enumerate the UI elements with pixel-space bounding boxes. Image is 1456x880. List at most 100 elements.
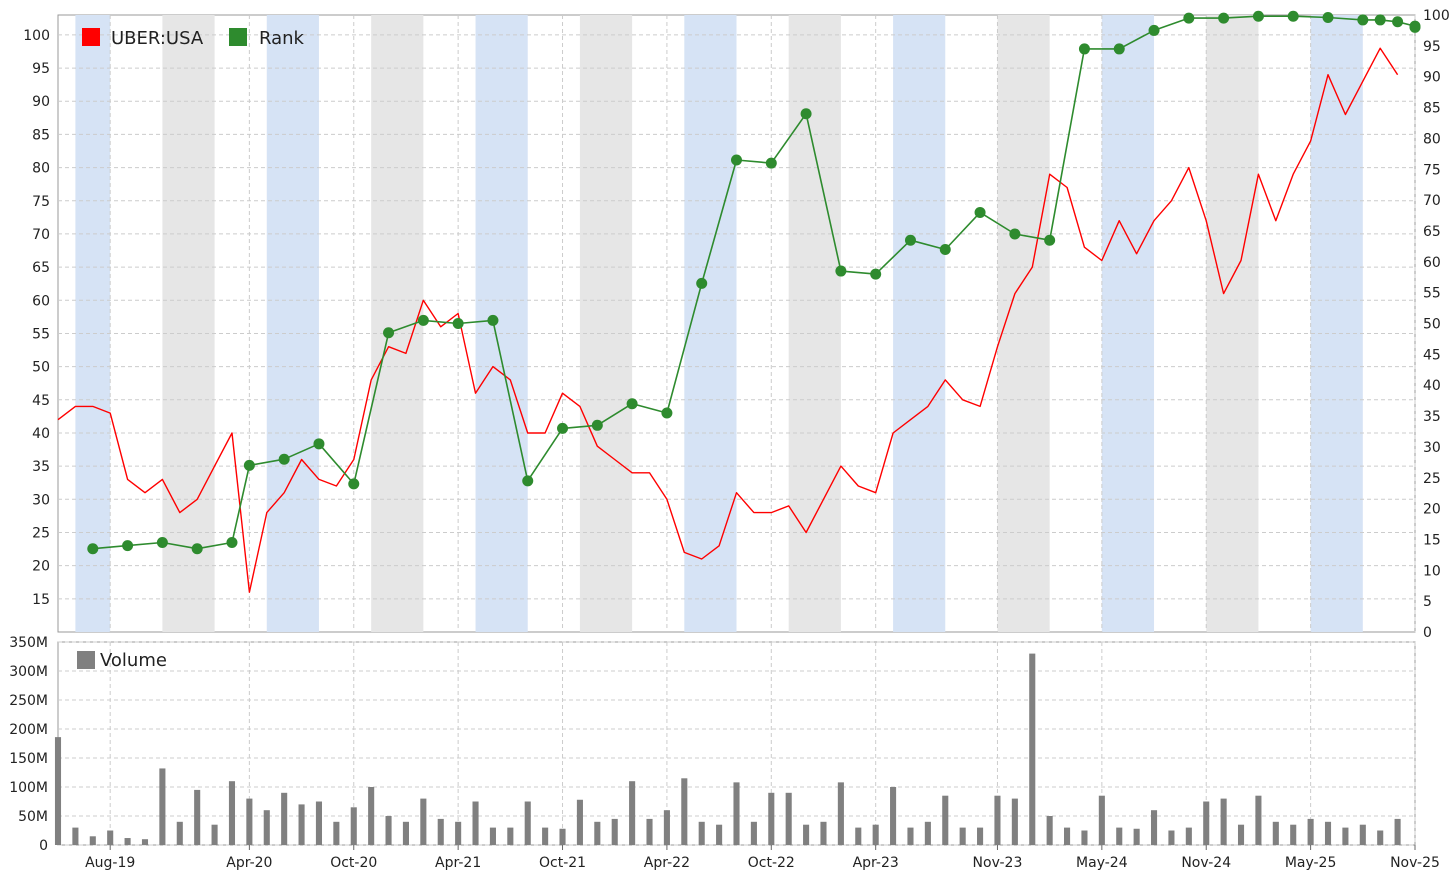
volume-y-axis: 0 50M 100M 150M 200M 250M 300M 350M <box>9 635 48 854</box>
price-series <box>57 10 1421 593</box>
volume-bar <box>1046 816 1053 845</box>
legend-label-volume: Volume <box>100 650 167 671</box>
y-tick-label-right: 45 <box>1423 347 1441 363</box>
price-y-axis-left: 15 20 25 30 35 40 45 50 55 60 65 70 75 80 85 90 95 100 <box>23 28 50 608</box>
volume-bar <box>54 737 62 845</box>
rank-marker <box>156 537 168 549</box>
volume-bar <box>315 801 323 845</box>
x-tick-label: Apr-22 <box>644 855 690 871</box>
rank-marker <box>731 154 742 166</box>
volume-bar <box>159 768 166 845</box>
y-tick-label-left: 65 <box>32 260 50 276</box>
volume-bar <box>646 818 653 845</box>
rank-marker <box>626 398 638 410</box>
rank-marker <box>1322 11 1334 23</box>
volume-bar <box>1377 830 1384 845</box>
rank-marker <box>1183 12 1195 24</box>
highlight-band <box>1206 15 1259 632</box>
y-tick-label-left: 95 <box>32 61 50 77</box>
x-tick-label: Nov-25 <box>1390 855 1440 871</box>
highlight-band <box>1310 15 1363 632</box>
legend-swatch-volume <box>77 651 95 669</box>
volume-bar <box>924 821 931 845</box>
volume-bar <box>959 827 966 845</box>
rank-marker <box>348 478 360 490</box>
highlight-band <box>266 15 319 632</box>
rank-marker <box>557 422 569 434</box>
x-tick-label: Apr-23 <box>853 855 899 871</box>
highlight-band <box>997 15 1050 632</box>
rank-marker <box>974 206 986 218</box>
volume-y-tick-label: 100M <box>9 780 48 796</box>
volume-bar <box>455 821 462 845</box>
rank-marker <box>835 265 847 277</box>
highlight-band <box>75 15 111 632</box>
rank-marker <box>1357 14 1369 26</box>
volume-bar <box>1237 824 1245 845</box>
y-tick-label-left: 35 <box>32 459 50 475</box>
volume-bar <box>872 824 879 845</box>
volume-bar <box>681 778 688 845</box>
y-tick-label-left: 100 <box>23 28 50 44</box>
uber-price-line <box>57 47 1399 593</box>
y-tick-label-left: 15 <box>32 592 50 608</box>
price-bands <box>75 15 1363 632</box>
highlight-band <box>1101 15 1155 632</box>
volume-bar <box>1133 828 1140 845</box>
x-tick-label: Oct-20 <box>330 855 377 871</box>
y-tick-label-left: 60 <box>32 293 50 309</box>
rank-marker <box>383 327 395 339</box>
x-tick-label: Aug-19 <box>85 855 135 871</box>
y-tick-label-right: 80 <box>1423 131 1441 147</box>
volume-bar <box>263 810 270 845</box>
y-tick-label-right: 0 <box>1423 625 1432 641</box>
volume-bar <box>298 804 305 845</box>
y-tick-label-right: 70 <box>1423 193 1441 209</box>
rank-marker <box>87 543 99 555</box>
y-tick-label-right: 5 <box>1423 594 1432 610</box>
rank-marker <box>452 318 464 329</box>
legend-label-uber: UBER:USA <box>111 28 204 49</box>
volume-bar <box>1307 818 1314 845</box>
y-tick-label-left: 25 <box>32 525 50 541</box>
volume-bar <box>1324 821 1332 845</box>
volume-bar <box>211 824 218 845</box>
rank-marker <box>1078 43 1090 55</box>
rank-marker <box>800 108 812 120</box>
x-tick-label: May-24 <box>1076 855 1128 871</box>
y-tick-label-right: 65 <box>1423 224 1441 240</box>
rank-marker <box>1044 234 1056 246</box>
volume-bar <box>281 792 288 845</box>
rank-marker <box>1148 24 1160 36</box>
volume-bar <box>1290 824 1297 845</box>
y-tick-label-left: 45 <box>32 393 50 409</box>
volume-bar <box>1220 798 1227 845</box>
volume-bar <box>89 836 96 845</box>
y-tick-label-right: 95 <box>1423 39 1441 55</box>
rank-marker <box>939 243 951 255</box>
volume-bar <box>768 792 775 845</box>
volume-bar <box>750 821 757 845</box>
highlight-band <box>788 15 841 632</box>
volume-bar <box>385 816 392 845</box>
rank-marker <box>1252 10 1264 22</box>
volume-bar <box>437 818 444 845</box>
highlight-band <box>579 15 633 632</box>
y-tick-label-right: 100 <box>1423 8 1450 24</box>
volume-bar <box>820 821 827 845</box>
volume-bar <box>1011 798 1018 845</box>
y-tick-label-left: 85 <box>32 127 50 143</box>
rank-marker <box>661 407 673 419</box>
volume-bar <box>1185 827 1192 845</box>
volume-bar <box>733 782 740 845</box>
price-grid <box>58 15 1416 632</box>
y-tick-label-left: 20 <box>32 559 50 575</box>
x-tick-label: Oct-21 <box>539 855 586 871</box>
y-tick-label-left: 40 <box>32 426 50 442</box>
volume-bar <box>907 827 914 845</box>
rank-line <box>92 15 1416 550</box>
volume-bar <box>176 821 183 845</box>
volume-bar <box>1081 830 1088 845</box>
volume-y-tick-label: 250M <box>9 693 48 709</box>
y-tick-label-left: 80 <box>32 161 50 177</box>
